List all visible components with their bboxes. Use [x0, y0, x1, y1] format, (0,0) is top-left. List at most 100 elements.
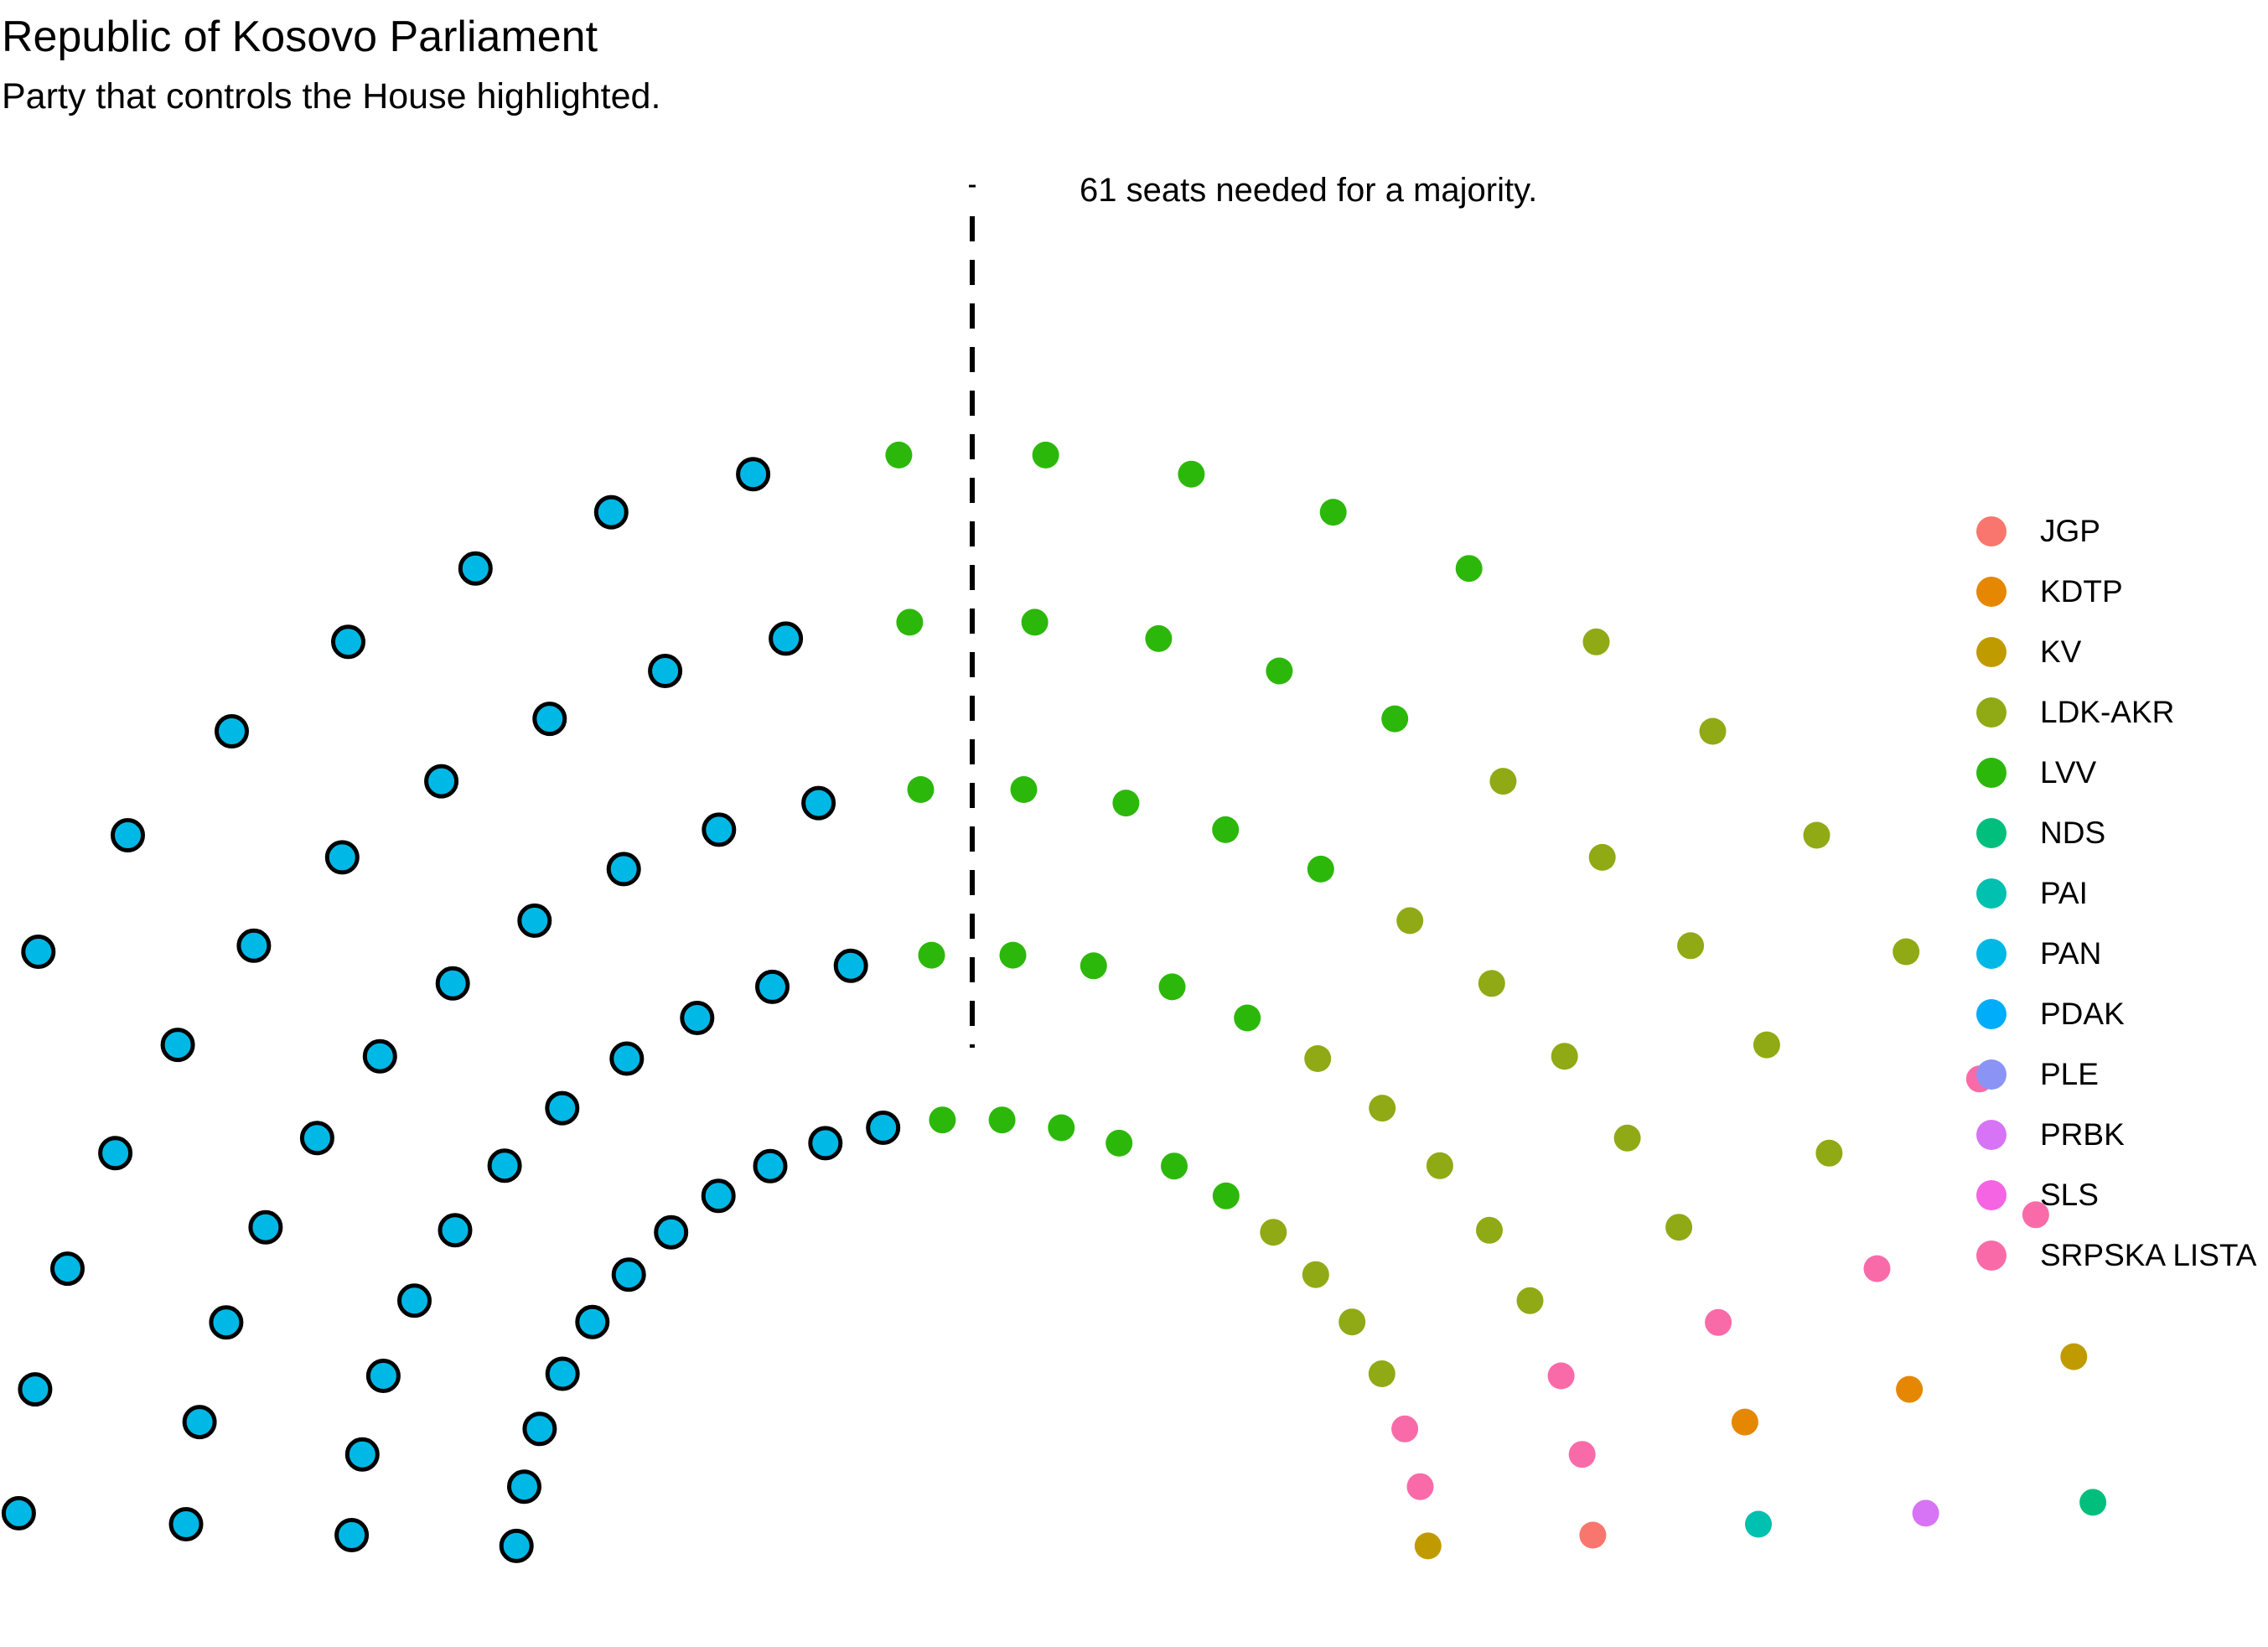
seat-pan [593, 495, 629, 530]
seat-ldk-akr [1260, 1219, 1287, 1246]
seat-pan [299, 1121, 334, 1156]
seat-pan [499, 1528, 534, 1563]
legend-item-ple: PLE [1976, 1044, 2256, 1105]
seat-lvv [1032, 441, 1059, 469]
legend-key-icon [1976, 939, 2007, 969]
seat-lvv [1048, 1114, 1075, 1142]
page-subtitle: Party that controls the House highlighte… [2, 76, 661, 117]
seat-lvv [1145, 624, 1173, 652]
seat-pan [248, 1209, 283, 1245]
seat-nds [2079, 1489, 2107, 1516]
seat-srpska-lista [1406, 1473, 1434, 1500]
legend-label: NDS [2040, 816, 2106, 850]
legend-key-icon [1976, 818, 2007, 848]
seat-pai [1745, 1510, 1772, 1538]
seat-pan [21, 935, 56, 969]
seat-ldk-akr [1478, 970, 1505, 997]
seat-ldk-akr [1302, 1261, 1329, 1288]
seat-lvv [1158, 973, 1186, 1001]
seat-pan [702, 812, 737, 847]
legend-item-pdak: PDAK [1976, 984, 2256, 1044]
seat-ldk-akr [1815, 1139, 1843, 1167]
seat-ldk-akr [1476, 1216, 1503, 1244]
seat-pan [362, 1038, 397, 1074]
seat-group [1, 441, 2107, 1563]
seat-pan [532, 702, 567, 737]
legend-item-kdtp: KDTP [1976, 562, 2256, 622]
seat-pan [648, 654, 683, 688]
seat-pan [545, 1090, 580, 1126]
seat-ldk-akr [1426, 1152, 1453, 1179]
seat-ldk-akr [1665, 1214, 1693, 1241]
seat-pan [331, 624, 365, 660]
legend-item-sls: SLS [1976, 1165, 2256, 1225]
seat-pan [458, 551, 493, 586]
legend-label: PLE [2040, 1057, 2099, 1091]
seat-pan [575, 1304, 610, 1339]
seat-lvv [907, 776, 935, 803]
legend-label: PDAK [2040, 997, 2125, 1031]
seat-pan [611, 1257, 646, 1292]
seat-srpska-lista [1547, 1362, 1575, 1390]
legend-key-icon [1976, 1180, 2007, 1210]
legend-key-icon [1976, 1120, 2007, 1150]
seat-ldk-akr [1304, 1045, 1332, 1072]
seat-lvv [1381, 705, 1409, 733]
legend-item-srpska-lista: SRPSKA LISTA [1976, 1225, 2256, 1286]
seat-ldk-akr [1582, 628, 1610, 655]
seat-lvv [999, 941, 1027, 969]
seat-pan [736, 457, 771, 492]
majority-annotation: 61 seats needed for a majority. [1080, 172, 1537, 209]
seat-lvv [1112, 790, 1140, 817]
seat-pan [209, 1305, 244, 1340]
seat-srpska-lista [2022, 1201, 2049, 1229]
seat-lvv [1178, 460, 1205, 488]
seat-pan [424, 764, 459, 799]
seat-ldk-akr [1588, 843, 1616, 871]
legend-label: KDTP [2040, 574, 2123, 609]
seat-pan [1, 1495, 36, 1530]
legend-key-icon [1976, 1059, 2007, 1090]
seat-srpska-lista [1863, 1255, 1891, 1282]
seat-lvv [1010, 776, 1038, 803]
seat-pan [487, 1148, 522, 1183]
seat-prbk [1912, 1499, 1939, 1527]
seat-pan [769, 621, 804, 656]
legend-item-pai: PAI [1976, 863, 2256, 924]
seat-pan [397, 1283, 432, 1318]
legend-label: LVV [2040, 755, 2097, 790]
legend-label: PRBK [2040, 1117, 2125, 1152]
legend-item-prbk: PRBK [1976, 1105, 2256, 1165]
legend-key-icon [1976, 1240, 2007, 1271]
seat-pan [755, 969, 790, 1004]
seat-pan [98, 1136, 133, 1171]
seat-lvv [1307, 855, 1334, 883]
seat-pan [866, 1111, 901, 1145]
seat-ldk-akr [1516, 1287, 1544, 1314]
legend-label: JGP [2040, 514, 2100, 548]
seat-lvv [1212, 1182, 1240, 1209]
seat-ldk-akr [1677, 932, 1705, 960]
seat-pan [609, 1041, 645, 1076]
seat-pan [801, 785, 836, 821]
seat-lvv [896, 609, 924, 636]
seat-kv [2060, 1343, 2088, 1370]
seat-ldk-akr [1803, 821, 1830, 849]
seat-srpska-lista [1705, 1308, 1732, 1336]
seat-pan [507, 1469, 541, 1505]
seat-lvv [988, 1106, 1016, 1134]
seat-lvv [1266, 657, 1293, 685]
seat-pan [236, 928, 272, 963]
seat-lvv [1106, 1129, 1133, 1157]
seat-lvv [1021, 609, 1049, 636]
legend-item-ldk-akr: LDK-AKR [1976, 682, 2256, 743]
seat-pan [680, 1001, 715, 1035]
legend-label: KV [2040, 634, 2082, 669]
seat-ldk-akr [1753, 1031, 1780, 1059]
seat-kv [1414, 1532, 1442, 1560]
seat-pan [545, 1356, 580, 1391]
seat-lvv [1161, 1152, 1188, 1180]
seat-ldk-akr [1893, 938, 1920, 966]
page-title: Republic of Kosovo Parliament [2, 13, 598, 61]
